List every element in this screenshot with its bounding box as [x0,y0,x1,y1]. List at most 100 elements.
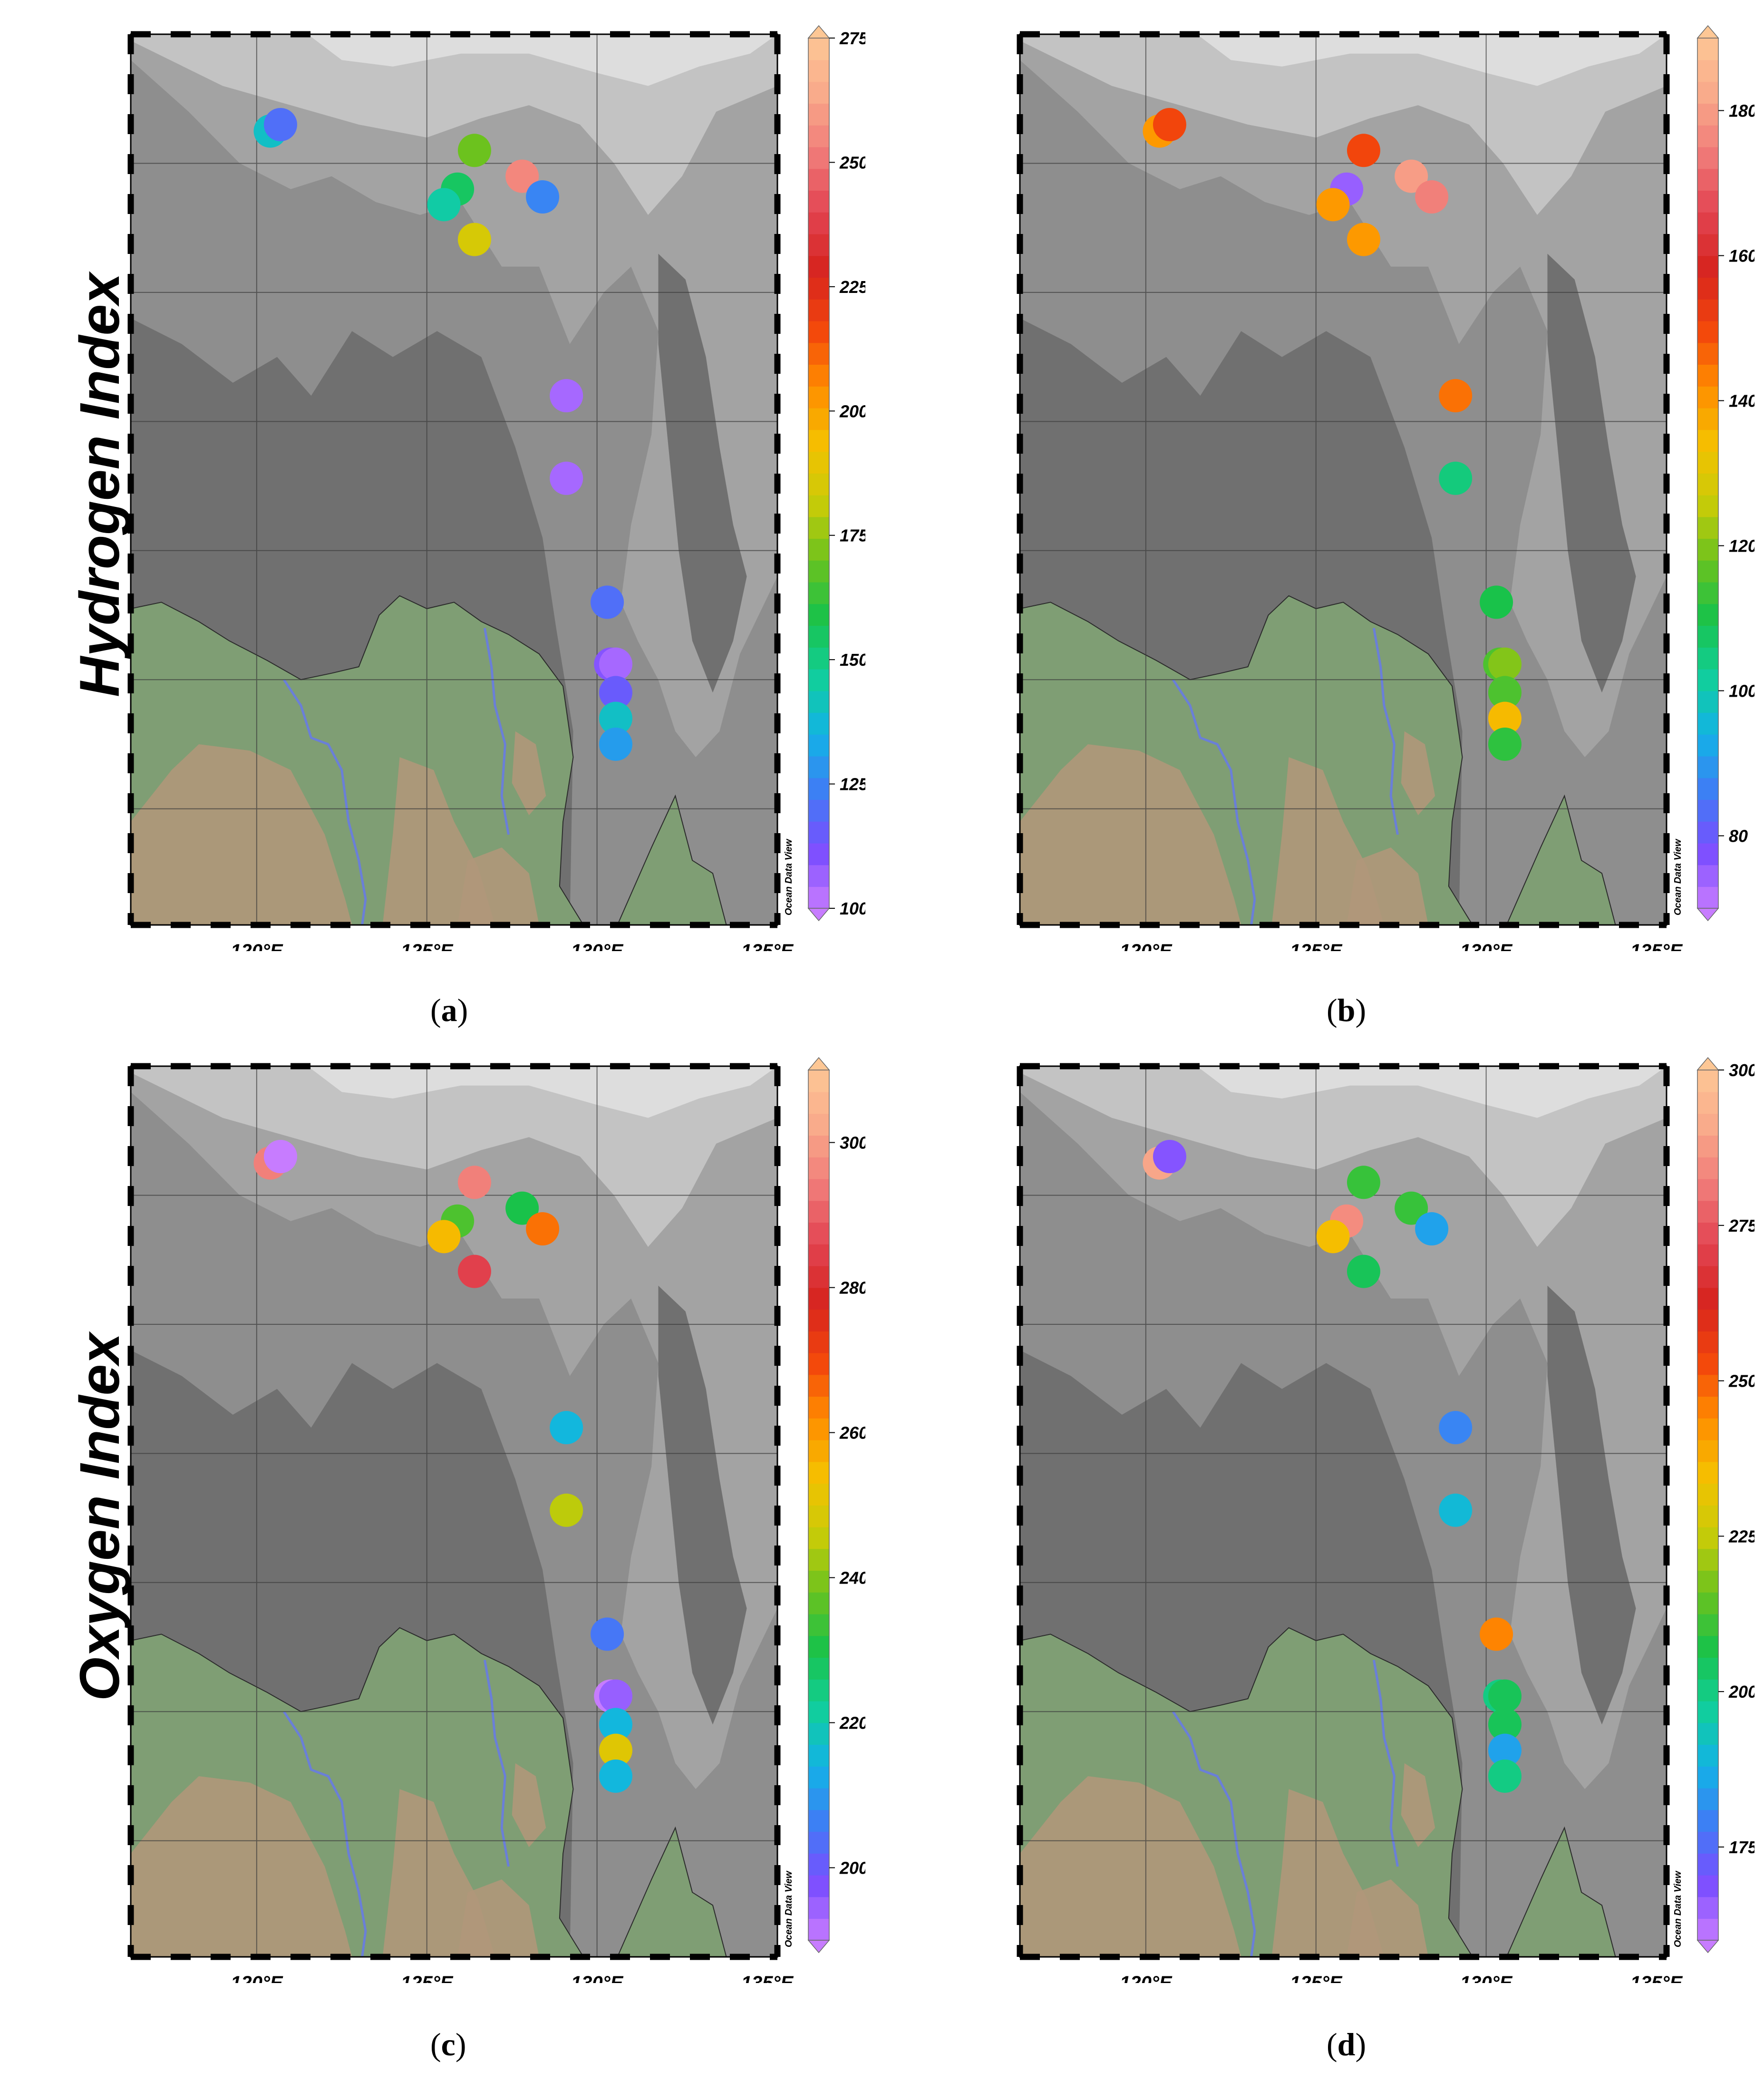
colorbar: 300 280 260 240 220 200 [807,1057,865,1954]
lon-label: 130°E [1460,941,1513,951]
graticule [1020,34,1667,925]
lon-label: 125°E [1290,1973,1343,1983]
lon-label: 130°E [571,1973,624,1983]
map-background [131,34,777,925]
station-marker [505,159,539,193]
station-marker [1439,1493,1473,1527]
station-markers [1143,108,1522,761]
caption-b: (b) [1327,992,1367,1028]
lon-label: 130°E [571,941,624,951]
station-marker [591,1617,624,1651]
station-marker [599,1733,632,1767]
colorbar-tick-label: 250 [839,153,865,172]
colorbar-tick-label: 140 [1729,391,1754,411]
station-marker [1488,1679,1522,1713]
map-panel-c: 120°E125°E130°E135°E72°N73°N74°N75°N76°N… [127,1057,865,1983]
map-frame [127,31,781,928]
row-label-hydrogen: Hydrogen Index [68,273,131,697]
station-marker [526,180,560,214]
station-marker [1153,1140,1186,1174]
lon-label: 120°E [1120,941,1173,951]
colorbar-tick-label: 275 [839,29,865,48]
station-marker [1415,180,1449,214]
station-marker [1415,1212,1449,1246]
station-marker [263,108,297,142]
caption-d: (d) [1327,2026,1367,2062]
station-marker [1347,1166,1380,1199]
colorbar-tick-label: 100 [840,899,865,918]
watermark-text: Ocean Data View [784,838,794,915]
station-marker [1347,223,1380,256]
station-marker [1488,1708,1522,1741]
station-marker [457,223,491,256]
watermark-text: Ocean Data View [1673,1870,1683,1947]
station-marker [457,134,491,167]
station-marker [1316,1220,1350,1254]
colorbar-tick-label: 300 [840,1133,865,1153]
lon-label: 120°E [231,1973,283,1983]
colorbar-tick-label: 175 [1729,1838,1754,1857]
colorbar-tick-label: 160 [1729,246,1754,266]
colorbar-tick-label: 260 [839,1423,865,1443]
colorbar-tick-label: 150 [840,650,865,670]
colorbar-tick-label: 225 [1728,1527,1754,1546]
station-marker [1488,1759,1522,1793]
station-marker [550,1493,583,1527]
graticule [131,1066,777,1957]
station-markers [253,1140,632,1793]
lon-label: 125°E [401,941,454,951]
graticule [1020,1066,1667,1957]
map-panel-a: 120°E125°E130°E135°E72°N73°N74°N75°N76°N… [127,25,865,951]
station-marker [263,1140,297,1174]
station-marker [1439,461,1473,495]
colorbar: 180 160 140 120 100 80 [1696,25,1754,922]
station-marker [1488,647,1522,681]
station-marker [1488,727,1522,761]
lon-label: 135°E [1630,941,1683,951]
station-markers [253,108,632,761]
map-frame [1017,31,1670,928]
map-frame [1017,1063,1670,1960]
graticule [131,34,777,925]
station-marker [427,1220,461,1254]
colorbar-tick-label: 200 [1728,1682,1754,1702]
station-marker [1395,159,1428,193]
station-marker [457,1166,491,1199]
colorbar-tick-label: 180 [1729,101,1754,121]
watermark-text: Ocean Data View [1673,838,1683,915]
colorbar: 300 275 250 225 200 175 [1696,1057,1754,1954]
station-marker [1316,188,1350,222]
station-marker [1488,676,1522,710]
colorbar: 275 250 225 200 175 150 125 100 [807,25,865,922]
station-marker [1395,1191,1428,1225]
station-marker [1439,379,1473,413]
colorbar-tick-label: 125 [840,775,865,794]
station-marker [1153,108,1186,142]
station-marker [1480,585,1513,619]
lon-label: 125°E [401,1973,454,1983]
station-markers [1143,1140,1522,1793]
map-panel-d: 120°E125°E130°E135°E72°N73°N74°N75°N76°N… [1017,1057,1754,1983]
station-marker [1480,1617,1513,1651]
lon-label: 135°E [1630,1973,1683,1983]
colorbar-tick-label: 200 [839,1858,865,1878]
colorbar-tick-label: 250 [1728,1371,1754,1391]
station-marker [427,188,461,222]
station-marker [1347,1254,1380,1288]
station-marker [550,379,583,413]
map-background [1020,34,1667,925]
station-marker [599,676,632,710]
colorbar-tick-label: 275 [1728,1216,1754,1235]
station-marker [550,461,583,495]
station-marker [1488,1733,1522,1767]
station-marker [599,647,632,681]
colorbar-tick-label: 300 [1729,1060,1754,1080]
map-panel-b: 120°E125°E130°E135°E72°N73°N74°N75°N76°N… [1017,25,1754,951]
caption-c: (c) [430,2026,466,2062]
colorbar-tick-label: 220 [839,1713,865,1733]
map-background [131,1066,777,1957]
caption-a: (a) [430,992,468,1028]
colorbar-tick-label: 80 [1729,827,1748,846]
lon-label: 130°E [1460,1973,1513,1983]
station-marker [1488,701,1522,735]
